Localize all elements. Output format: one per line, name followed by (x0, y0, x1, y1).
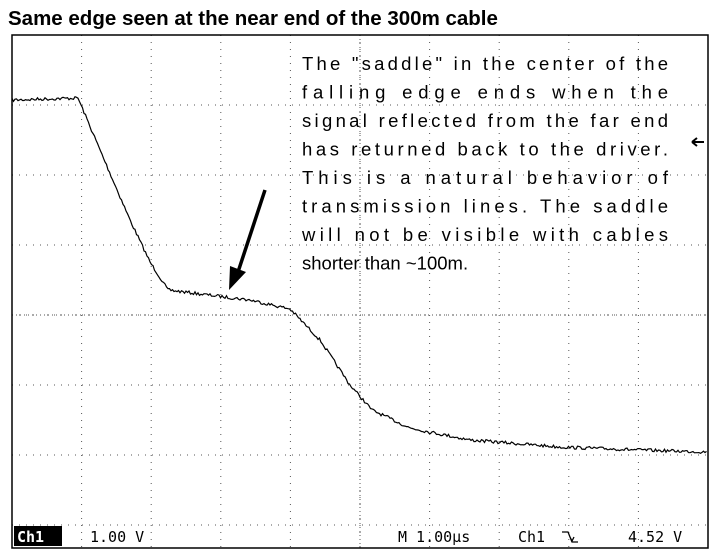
graticule (12, 35, 708, 548)
channel-label: Ch1 (17, 528, 44, 546)
annotation-line: This is a natural behavior of (302, 167, 669, 188)
annotation-line: transmission lines. The saddle (302, 196, 668, 217)
trigger-slope-icon (562, 531, 578, 543)
title: Same edge seen at the near end of the 30… (8, 7, 498, 30)
annotation-line: signal reflected from the far end (302, 110, 668, 131)
arrow-shaft (236, 189, 267, 273)
waveform-trace (11, 95, 707, 454)
annotation-line: has returned back to the driver. (302, 139, 668, 160)
channel-badge (14, 526, 62, 546)
trigger-source: Ch1 (518, 528, 545, 546)
annotation-line: falling edge ends when the (302, 82, 668, 103)
annotation-line: The "saddle" in the center of the (302, 53, 668, 74)
screen-frame (11, 34, 709, 549)
trigger-level-marker (691, 137, 704, 147)
annotation-line: will not be visible with cables (301, 224, 668, 245)
timebase: M 1.00µs (398, 528, 470, 546)
volts-per-div: 1.00 V (90, 528, 144, 546)
trigger-level: 4.52 V (628, 528, 682, 546)
annotation: The "saddle" in the center of the falling… (301, 53, 669, 274)
annotation-line: shorter than ~100m. (302, 253, 468, 274)
arrow-head (229, 266, 246, 290)
